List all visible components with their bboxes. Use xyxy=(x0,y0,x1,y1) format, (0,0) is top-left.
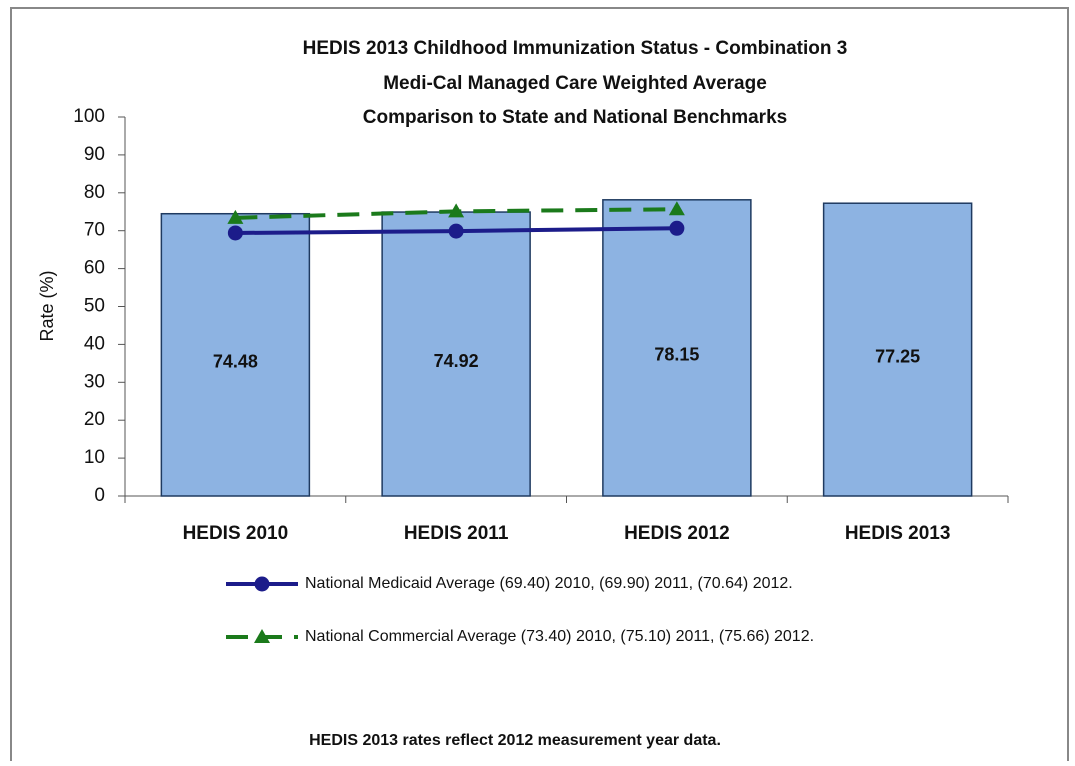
y-tick-label: 60 xyxy=(84,258,105,279)
series-marker xyxy=(668,201,685,216)
frame xyxy=(10,7,1069,766)
x-tick-label: HEDIS 2011 xyxy=(404,523,509,544)
y-tick-label: 50 xyxy=(84,296,105,317)
y-tick-label: 40 xyxy=(84,333,105,354)
legend-marker xyxy=(254,629,270,643)
y-tick-label: 20 xyxy=(84,409,105,430)
y-axis-label: Rate (%) xyxy=(37,270,57,341)
series-marker xyxy=(448,203,465,218)
series-marker xyxy=(227,209,244,224)
y-tick-label: 10 xyxy=(84,447,105,468)
footnote: HEDIS 2013 rates reflect 2012 measuremen… xyxy=(309,732,721,749)
bar xyxy=(822,202,973,497)
bar xyxy=(602,199,752,497)
x-tick-label: HEDIS 2013 xyxy=(845,523,951,544)
y-tick-label: 70 xyxy=(84,220,105,241)
chart-title: HEDIS 2013 Childhood Immunization Status… xyxy=(303,38,848,59)
chart-subtitle: Medi-Cal Managed Care Weighted Average xyxy=(383,73,767,94)
bar xyxy=(381,211,531,497)
y-tick-label: 80 xyxy=(84,182,105,203)
y-tick-label: 90 xyxy=(84,144,105,165)
series-marker xyxy=(448,223,464,239)
data-label: 74.92 xyxy=(434,351,479,371)
series-marker xyxy=(669,220,685,236)
legend-label: National Medicaid Average (69.40) 2010, … xyxy=(305,575,793,592)
x-tick-label: HEDIS 2012 xyxy=(624,523,730,544)
series-marker xyxy=(227,225,243,241)
y-tick-label: 30 xyxy=(84,371,105,392)
data-label: 78.15 xyxy=(654,345,699,365)
y-tick-label: 100 xyxy=(73,106,105,127)
data-label: 74.48 xyxy=(213,352,258,372)
legend-label: National Commercial Average (73.40) 2010… xyxy=(305,628,814,645)
chart-subtitle: Comparison to State and National Benchma… xyxy=(363,107,787,128)
data-label: 77.25 xyxy=(875,346,920,366)
x-tick-label: HEDIS 2010 xyxy=(183,523,289,544)
y-tick-label: 0 xyxy=(94,485,105,506)
legend-marker xyxy=(254,576,270,592)
